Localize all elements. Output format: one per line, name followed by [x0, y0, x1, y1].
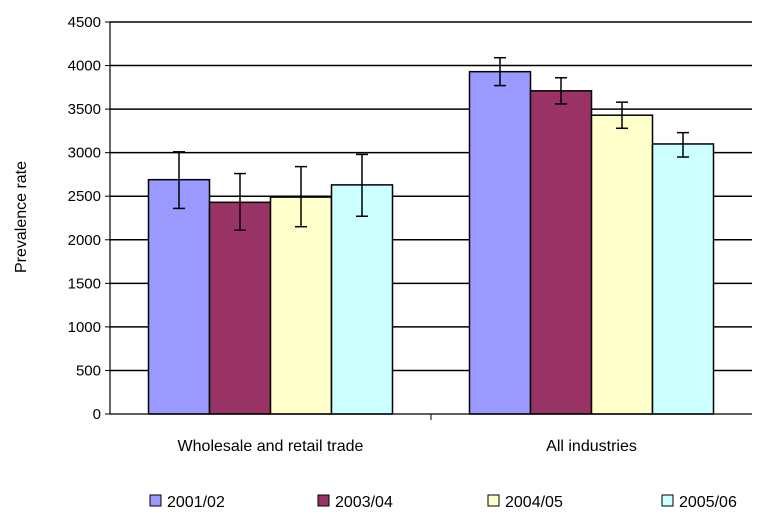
legend: 2001/02 2003/04 2004/05 2005/06 — [149, 494, 737, 511]
bar — [590, 114, 654, 415]
legend-swatch — [149, 494, 162, 507]
y-tick-label: 3500 — [68, 101, 101, 118]
legend-label: 2003/04 — [335, 494, 393, 511]
legend-swatch — [317, 494, 330, 507]
category-label: Wholesale and retail trade — [178, 438, 364, 455]
category-labels: Wholesale and retail trade All industries — [178, 438, 637, 455]
bar — [330, 184, 394, 415]
legend-label: 2005/06 — [679, 494, 737, 511]
y-tick-label: 0 — [93, 406, 101, 423]
y-axis-label: Prevalence rate — [13, 161, 30, 273]
category-label: All industries — [546, 438, 637, 455]
y-tick-label: 2000 — [68, 232, 101, 249]
bar — [468, 70, 532, 415]
legend-label: 2004/05 — [505, 494, 563, 511]
y-tick-label: 4500 — [68, 14, 101, 31]
legend-swatch — [487, 494, 500, 507]
y-tick-label: 4000 — [68, 58, 101, 75]
legend-swatch — [661, 494, 674, 507]
bar — [208, 201, 272, 415]
bar — [651, 143, 715, 415]
bar — [269, 196, 333, 415]
error-bars — [173, 56, 689, 231]
y-tick-label: 500 — [76, 362, 101, 379]
bar — [147, 178, 211, 415]
axes — [105, 21, 752, 420]
y-tick-label: 3000 — [68, 145, 101, 162]
y-tick-label: 1500 — [68, 275, 101, 292]
y-tick-labels: 0 500 1000 1500 2000 2500 3000 3500 4000 4500 — [68, 14, 101, 423]
bar — [529, 90, 593, 415]
legend-label: 2001/02 — [167, 494, 225, 511]
y-tick-label: 1000 — [68, 319, 101, 336]
bars — [147, 70, 715, 415]
y-tick-label: 2500 — [68, 188, 101, 205]
